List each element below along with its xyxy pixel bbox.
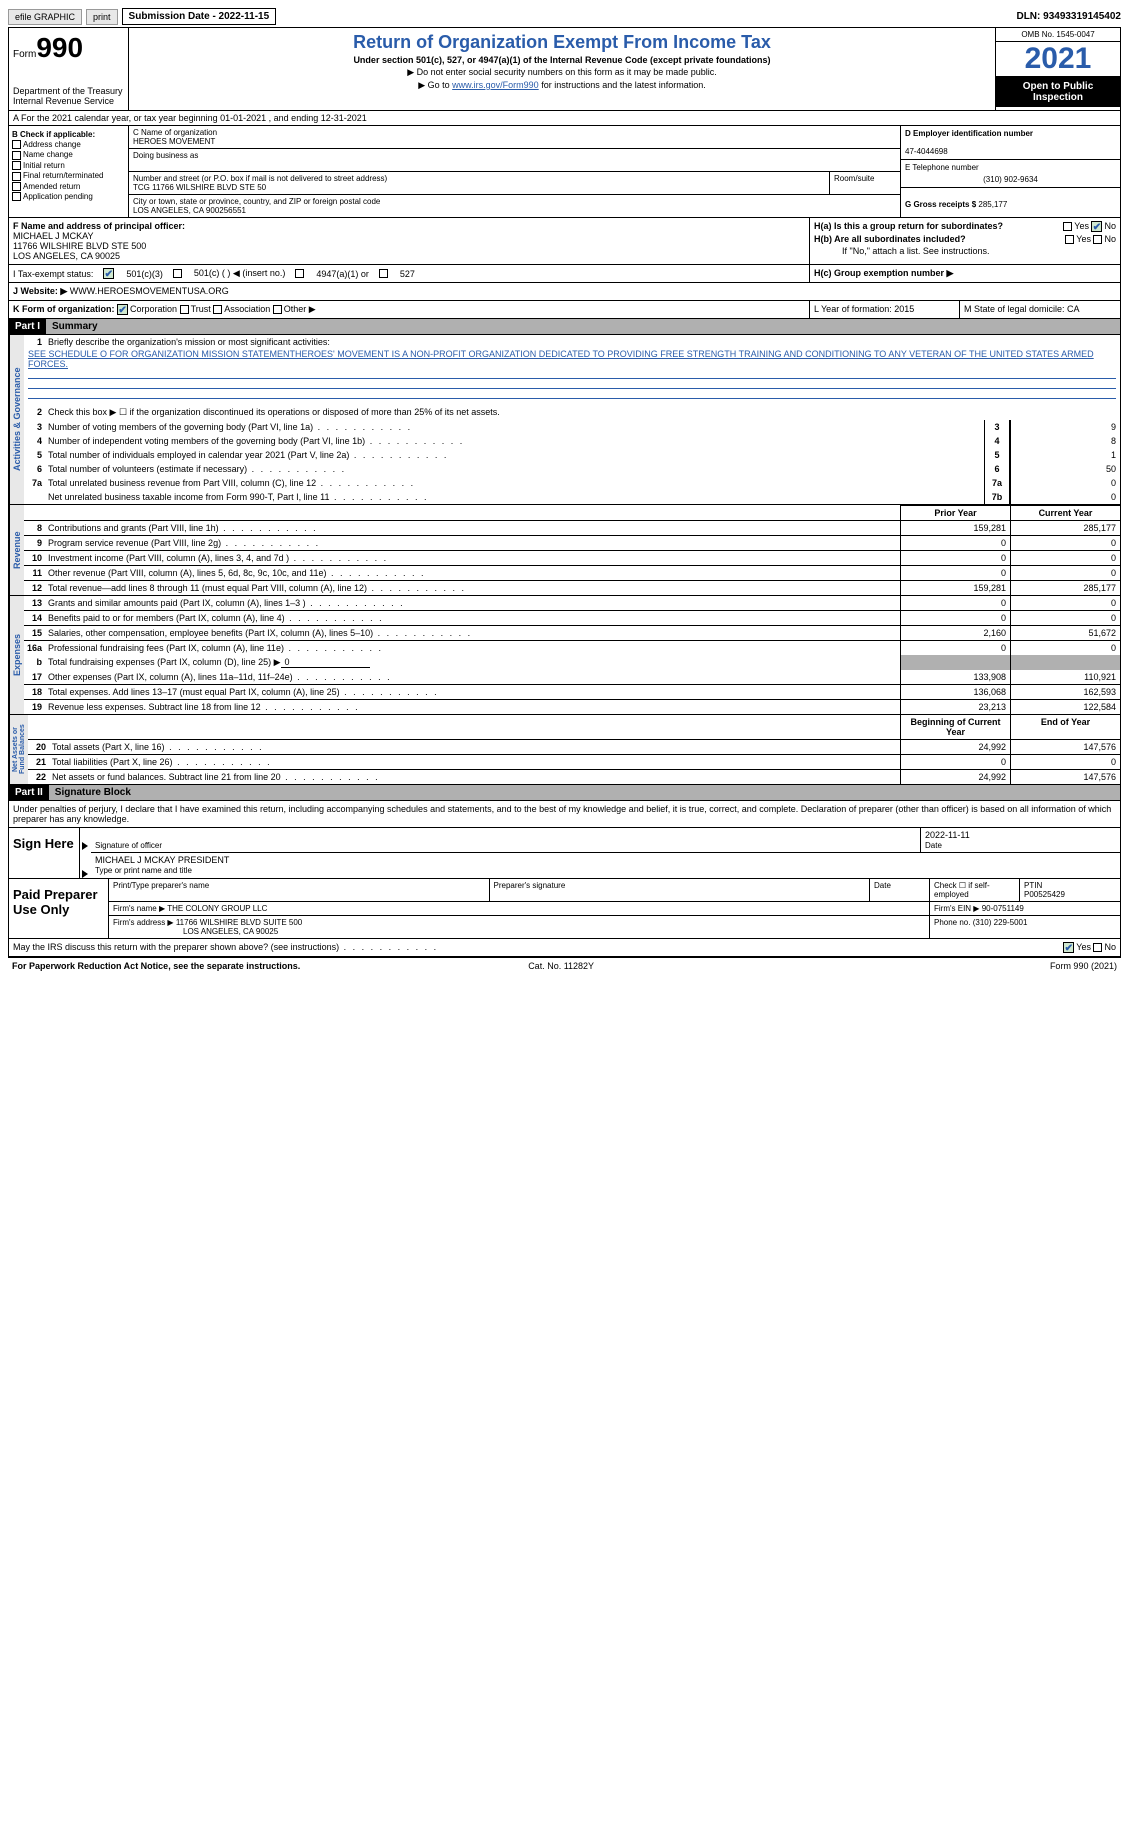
jurat: Under penalties of perjury, I declare th… bbox=[9, 801, 1120, 828]
ein: 47-4044698 bbox=[905, 147, 948, 156]
part2-header: Part II bbox=[9, 785, 49, 800]
org-address: TCG 11766 WILSHIRE BLVD STE 50 bbox=[133, 183, 266, 192]
print-button[interactable]: print bbox=[86, 9, 118, 25]
chk-4947[interactable] bbox=[295, 269, 304, 278]
state-domicile: M State of legal domicile: CA bbox=[960, 301, 1120, 318]
sign-here-label: Sign Here bbox=[9, 828, 79, 878]
firm-ein: 90-0751149 bbox=[982, 904, 1024, 913]
ha-yes[interactable] bbox=[1063, 222, 1072, 231]
table-row: 16aProfessional fundraising fees (Part I… bbox=[24, 641, 1120, 655]
form-990: Form990 Department of the Treasury Inter… bbox=[8, 27, 1121, 958]
table-row: 10Investment income (Part VIII, column (… bbox=[24, 551, 1120, 566]
table-row: 8Contributions and grants (Part VIII, li… bbox=[24, 521, 1120, 536]
table-row: 15Salaries, other compensation, employee… bbox=[24, 626, 1120, 641]
table-row: 11Other revenue (Part VIII, column (A), … bbox=[24, 566, 1120, 581]
discuss-yes[interactable]: ✔ bbox=[1063, 942, 1074, 953]
table-row: 7aTotal unrelated business revenue from … bbox=[24, 476, 1120, 490]
dept-label: Department of the Treasury Internal Reve… bbox=[13, 86, 124, 106]
officer-print-name: MICHAEL J MCKAY PRESIDENT bbox=[95, 855, 229, 865]
chk-trust[interactable] bbox=[180, 305, 189, 314]
ptin: P00525429 bbox=[1024, 890, 1065, 899]
part2-title: Signature Block bbox=[49, 785, 1120, 800]
table-row: 4Number of independent voting members of… bbox=[24, 434, 1120, 448]
part1-title: Summary bbox=[46, 319, 1120, 334]
chk-name-change[interactable] bbox=[12, 151, 21, 160]
tax-year: 2021 bbox=[996, 42, 1120, 77]
form-title: Return of Organization Exempt From Incom… bbox=[133, 32, 991, 53]
chk-corp[interactable]: ✔ bbox=[117, 304, 128, 315]
firm-phone: (310) 229-5001 bbox=[973, 918, 1028, 927]
form-footer: Form 990 (2021) bbox=[1050, 961, 1117, 971]
table-row: 6Total number of volunteers (estimate if… bbox=[24, 462, 1120, 476]
open-inspection: Open to Public Inspection bbox=[996, 77, 1120, 107]
form-number: 990 bbox=[36, 32, 83, 63]
col-c: C Name of organizationHEROES MOVEMENT Do… bbox=[129, 126, 900, 217]
note-goto: ▶ Go to www.irs.gov/Form990 for instruct… bbox=[133, 80, 991, 91]
gross-receipts: 285,177 bbox=[978, 200, 1007, 209]
row-a-period: A For the 2021 calendar year, or tax yea… bbox=[9, 111, 1120, 126]
cat-no: Cat. No. 11282Y bbox=[528, 961, 594, 971]
table-row: 9Program service revenue (Part VIII, lin… bbox=[24, 536, 1120, 551]
chk-amended-return[interactable] bbox=[12, 182, 21, 191]
vtab-expenses: Expenses bbox=[9, 596, 24, 714]
chk-assoc[interactable] bbox=[213, 305, 222, 314]
firm-name: THE COLONY GROUP LLC bbox=[167, 904, 267, 913]
paperwork-notice: For Paperwork Reduction Act Notice, see … bbox=[12, 961, 300, 971]
col-b: B Check if applicable: Address change Na… bbox=[9, 126, 129, 217]
table-row: 21Total liabilities (Part X, line 26)00 bbox=[28, 755, 1120, 770]
website: WWW.HEROESMOVEMENTUSA.ORG bbox=[70, 286, 229, 296]
vtab-revenue: Revenue bbox=[9, 505, 24, 595]
table-row: 19Revenue less expenses. Subtract line 1… bbox=[24, 700, 1120, 714]
discuss-no[interactable] bbox=[1093, 943, 1102, 952]
table-row: 20Total assets (Part X, line 16)24,99214… bbox=[28, 740, 1120, 755]
irs-link[interactable]: www.irs.gov/Form990 bbox=[452, 80, 539, 90]
chk-501c[interactable] bbox=[173, 269, 182, 278]
form-label: Form bbox=[13, 49, 36, 60]
chk-final-return[interactable] bbox=[12, 172, 21, 181]
table-row: 18Total expenses. Add lines 13–17 (must … bbox=[24, 685, 1120, 700]
officer-name: MICHAEL J MCKAY bbox=[13, 231, 94, 241]
table-row: 22Net assets or fund balances. Subtract … bbox=[28, 770, 1120, 784]
paid-preparer-label: Paid Preparer Use Only bbox=[9, 879, 109, 938]
year-formation: L Year of formation: 2015 bbox=[810, 301, 960, 318]
table-row: 3Number of voting members of the governi… bbox=[24, 420, 1120, 434]
chk-address-change[interactable] bbox=[12, 140, 21, 149]
submission-date: Submission Date - 2022-11-15 bbox=[122, 8, 277, 25]
chk-application-pending[interactable] bbox=[12, 192, 21, 201]
sign-date: 2022-11-11 bbox=[925, 830, 970, 840]
efile-button[interactable]: efile GRAPHIC bbox=[8, 9, 82, 25]
note-ssn: ▶ Do not enter social security numbers o… bbox=[133, 67, 991, 78]
form-subtitle: Under section 501(c), 527, or 4947(a)(1)… bbox=[133, 55, 991, 65]
vtab-activities: Activities & Governance bbox=[9, 335, 24, 504]
hb-yes[interactable] bbox=[1065, 235, 1074, 244]
part1-header: Part I bbox=[9, 319, 46, 334]
mission-text: SEE SCHEDULE O FOR ORGANIZATION MISSION … bbox=[24, 349, 1120, 369]
table-row: 12Total revenue—add lines 8 through 11 (… bbox=[24, 581, 1120, 595]
chk-501c3[interactable]: ✔ bbox=[103, 268, 114, 279]
table-row: 13Grants and similar amounts paid (Part … bbox=[24, 596, 1120, 611]
ha-no[interactable]: ✔ bbox=[1091, 221, 1102, 232]
chk-other[interactable] bbox=[273, 305, 282, 314]
chk-initial-return[interactable] bbox=[12, 161, 21, 170]
omb-number: OMB No. 1545-0047 bbox=[996, 28, 1120, 42]
dln: DLN: 93493319145402 bbox=[1016, 11, 1121, 22]
col-d: D Employer identification number47-40446… bbox=[900, 126, 1120, 217]
org-name: HEROES MOVEMENT bbox=[133, 137, 215, 146]
table-row: Net unrelated business taxable income fr… bbox=[24, 490, 1120, 504]
table-row: 14Benefits paid to or for members (Part … bbox=[24, 611, 1120, 626]
table-row: 5Total number of individuals employed in… bbox=[24, 448, 1120, 462]
vtab-netassets: Net Assets orFund Balances bbox=[9, 715, 28, 784]
org-city: LOS ANGELES, CA 900256551 bbox=[133, 206, 246, 215]
telephone: (310) 902-9634 bbox=[905, 175, 1116, 184]
table-row: 17Other expenses (Part IX, column (A), l… bbox=[24, 670, 1120, 685]
hb-no[interactable] bbox=[1093, 235, 1102, 244]
chk-527[interactable] bbox=[379, 269, 388, 278]
